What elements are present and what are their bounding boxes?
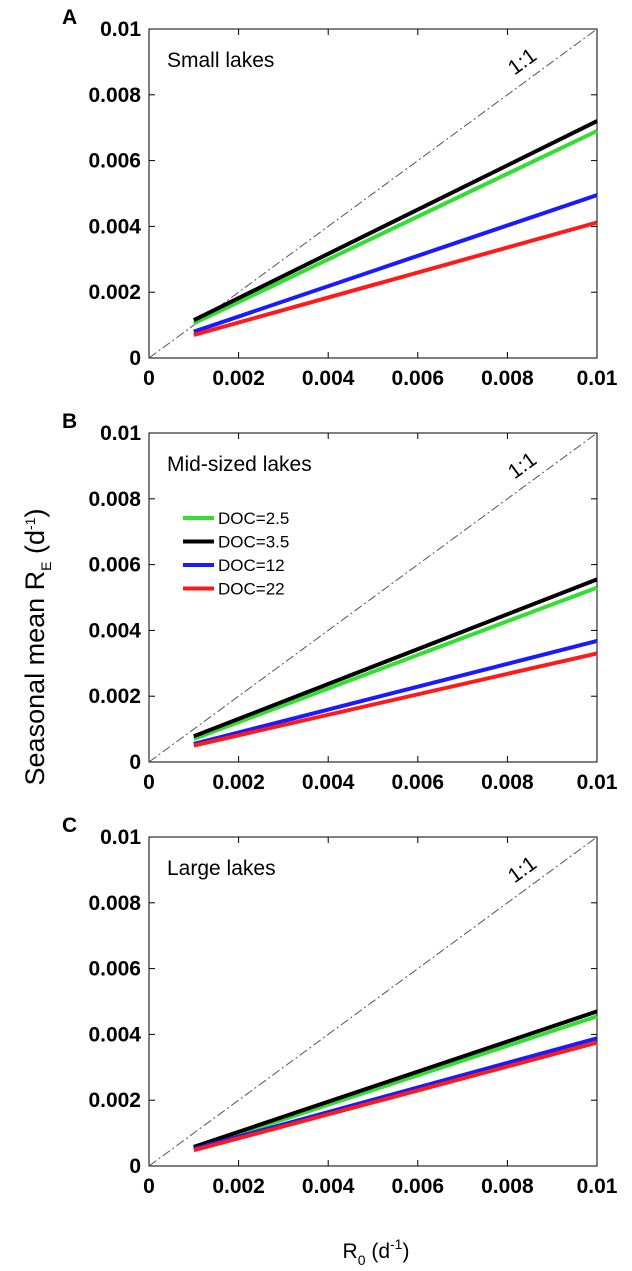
y-axis-label: Seasonal mean RE (d-1) — [20, 509, 54, 786]
legend-entry-label: DOC=22 — [218, 580, 285, 599]
y-tick-label: 0.006 — [88, 150, 141, 173]
x-tick-label: 0 — [143, 771, 155, 794]
reference-line-1-1 — [148, 432, 598, 763]
x-tick-label: 0.008 — [481, 771, 534, 794]
y-tick-label: 0.008 — [88, 84, 141, 107]
legend-entry-label: DOC=12 — [218, 556, 285, 575]
series-line-2 — [193, 577, 598, 739]
panels: 0 0.002 0.004 0.006 0.008 0.01 0 0.002 0.004 0.00… — [62, 6, 618, 1198]
x-tick-label: 0.006 — [392, 771, 445, 794]
x-tick-label: 0.004 — [302, 367, 355, 390]
series-line-2 — [192, 119, 598, 322]
y-tick-label: 0.008 — [88, 488, 141, 511]
x-tick-label: 0.01 — [577, 1175, 618, 1198]
x-tick-label: 0 — [143, 367, 155, 390]
x-tick-label: 0.006 — [392, 367, 445, 390]
y-tick-label: 0.01 — [100, 422, 141, 445]
y-tick-label: 0.01 — [100, 826, 141, 849]
y-tick-label: 0 — [129, 347, 141, 370]
panel-title: Large lakes — [167, 857, 276, 880]
panel-b: 0 0.002 0.004 0.006 0.008 0.01 0 0.002 0.004 0.00… — [62, 410, 618, 794]
y-tick-label: 0.006 — [88, 554, 141, 577]
panel-c: 0 0.002 0.004 0.006 0.008 0.01 0 0.002 0.004 0.00… — [62, 814, 618, 1198]
y-tick-label: 0.002 — [88, 685, 141, 708]
reference-line-1-1 — [148, 836, 598, 1167]
panel-title: Mid-sized lakes — [167, 453, 312, 476]
y-tick-label: 0 — [129, 751, 141, 774]
reference-line-1-1 — [148, 28, 598, 359]
panel-label: B — [62, 410, 77, 433]
plot-frame — [148, 28, 598, 359]
legend-entry-label: DOC=2.5 — [218, 509, 289, 528]
panel-label: C — [62, 814, 77, 837]
x-tick-label: 0 — [143, 1175, 155, 1198]
series-line-4 — [193, 220, 598, 337]
panel-label: A — [62, 6, 77, 29]
y-tick-label: 0.002 — [88, 1089, 141, 1112]
x-tick-label: 0.008 — [481, 367, 534, 390]
y-tick-label: 0.002 — [88, 281, 141, 304]
x-tick-label: 0.01 — [577, 367, 618, 390]
y-tick-label: 0.004 — [88, 619, 141, 642]
series-line-4 — [193, 651, 598, 748]
x-tick-label: 0.006 — [392, 1175, 445, 1198]
x-tick-label: 0.01 — [577, 771, 618, 794]
series-line-4 — [193, 1040, 598, 1153]
y-tick-label: 0.004 — [88, 215, 141, 238]
series-line-3 — [193, 193, 598, 334]
panel-a: 0 0.002 0.004 0.006 0.008 0.01 0 0.002 0.004 0.00… — [62, 6, 618, 390]
series-line-1 — [192, 129, 598, 326]
series-line-1 — [193, 585, 598, 741]
series-line-1 — [193, 1014, 598, 1151]
panel-title: Small lakes — [167, 49, 274, 72]
x-tick-label: 0.008 — [481, 1175, 534, 1198]
plot-frame — [148, 836, 598, 1167]
y-tick-label: 0.01 — [100, 18, 141, 41]
y-tick-label: 0.004 — [88, 1023, 141, 1046]
x-axis-label: R0 (d-1) — [343, 1236, 410, 1268]
y-tick-label: 0.008 — [88, 892, 141, 915]
legend-entry-label: DOC=3.5 — [218, 533, 289, 552]
y-tick-label: 0.006 — [88, 958, 141, 981]
x-tick-label: 0.004 — [302, 1175, 355, 1198]
x-tick-label: 0.002 — [212, 771, 265, 794]
x-tick-label: 0.004 — [302, 771, 355, 794]
series-line-2 — [193, 1009, 598, 1149]
y-tick-label: 0 — [129, 1155, 141, 1178]
series-line-3 — [193, 638, 598, 746]
x-tick-label: 0.002 — [212, 367, 265, 390]
x-tick-label: 0.002 — [212, 1175, 265, 1198]
legend: DOC=2.5 DOC=3.5 DOC=12 DOC=22 — [183, 509, 289, 599]
plot-frame — [148, 432, 598, 763]
